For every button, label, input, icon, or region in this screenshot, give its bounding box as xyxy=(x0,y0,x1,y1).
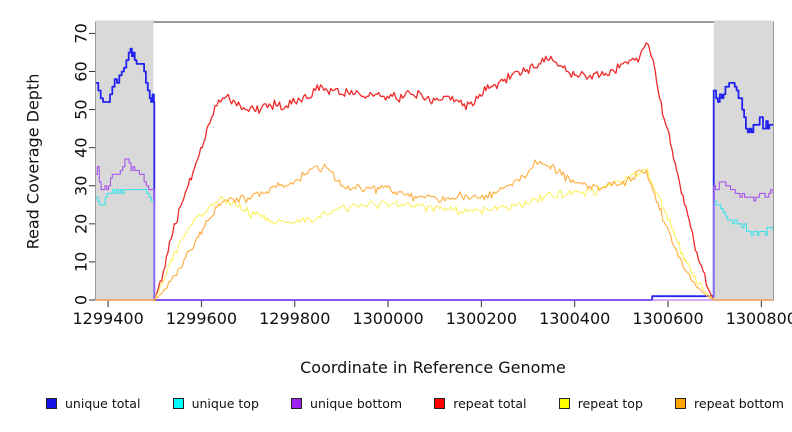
legend-item-repeat-top: repeat top xyxy=(558,396,643,411)
legend: unique total unique top unique bottom repea… xyxy=(46,396,784,411)
series-line-unique-bottom xyxy=(96,158,773,301)
y-tick-label: 30 xyxy=(72,176,91,196)
x-tick-label: 1299600 xyxy=(166,309,237,328)
x-tick-label: 1300000 xyxy=(352,309,423,328)
x-tick-label: 1299400 xyxy=(72,309,143,328)
y-tick-label: 0 xyxy=(72,295,91,305)
x-tick-label: 1300200 xyxy=(446,309,517,328)
plot-box xyxy=(95,21,774,301)
legend-label-repeat-top: repeat top xyxy=(577,396,643,411)
legend-label-repeat-bottom: repeat bottom xyxy=(694,396,784,411)
series-line-repeat-total xyxy=(96,42,773,301)
series-line-repeat-top xyxy=(96,168,773,301)
shaded-region xyxy=(713,20,773,301)
legend-swatch-unique-top xyxy=(172,398,184,409)
series-line-unique-total xyxy=(96,47,773,301)
x-tick-label: 1300600 xyxy=(632,309,703,328)
legend-label-unique-bottom: unique bottom xyxy=(310,396,403,411)
legend-item-unique-top: unique top xyxy=(172,396,259,411)
legend-swatch-unique-bottom xyxy=(291,398,303,409)
legend-swatch-repeat-bottom xyxy=(675,398,687,409)
y-axis-title-text: Read Coverage Depth xyxy=(23,73,43,250)
legend-swatch-unique-total xyxy=(46,398,57,409)
legend-item-repeat-bottom: repeat bottom xyxy=(675,396,784,411)
series-line-repeat-bottom xyxy=(96,159,773,301)
x-axis-title: Coordinate in Reference Genome xyxy=(0,358,792,377)
x-axis-title-text: Coordinate in Reference Genome xyxy=(300,358,566,377)
y-axis-title: Read Coverage Depth xyxy=(24,12,43,312)
y-tick-label: 60 xyxy=(72,61,91,81)
legend-swatch-repeat-total xyxy=(434,398,446,409)
x-tick-label: 1300400 xyxy=(539,309,610,328)
y-tick-label: 50 xyxy=(72,99,91,119)
legend-label-unique-total: unique total xyxy=(65,396,141,411)
legend-item-unique-bottom: unique bottom xyxy=(291,396,402,411)
legend-label-unique-top: unique top xyxy=(191,396,259,411)
x-tick-label: 1300800 xyxy=(726,309,792,328)
y-tick-label: 70 xyxy=(72,23,91,43)
x-tick-label: 1299800 xyxy=(259,309,330,328)
series-line-unique-top xyxy=(96,189,773,301)
legend-swatch-repeat-top xyxy=(558,398,570,409)
y-tick-label: 10 xyxy=(72,252,91,272)
legend-label-repeat-total: repeat total xyxy=(453,396,527,411)
legend-item-repeat-total: repeat total xyxy=(434,396,527,411)
legend-item-unique-total: unique total xyxy=(46,396,140,411)
y-tick-label: 20 xyxy=(72,214,91,234)
y-tick-label: 40 xyxy=(72,137,91,157)
